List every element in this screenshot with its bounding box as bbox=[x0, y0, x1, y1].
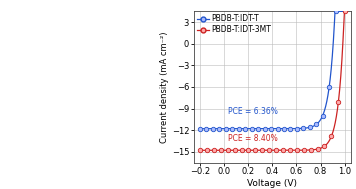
Legend: PBDB-T:IDT-T, PBDB-T:IDT-3MT: PBDB-T:IDT-T, PBDB-T:IDT-3MT bbox=[195, 13, 273, 36]
Text: PCE = 8.40%: PCE = 8.40% bbox=[228, 134, 278, 143]
Text: PCE = 6.36%: PCE = 6.36% bbox=[228, 107, 278, 116]
X-axis label: Voltage (V): Voltage (V) bbox=[247, 179, 297, 188]
Y-axis label: Current density (mA cm⁻²): Current density (mA cm⁻²) bbox=[160, 31, 169, 143]
